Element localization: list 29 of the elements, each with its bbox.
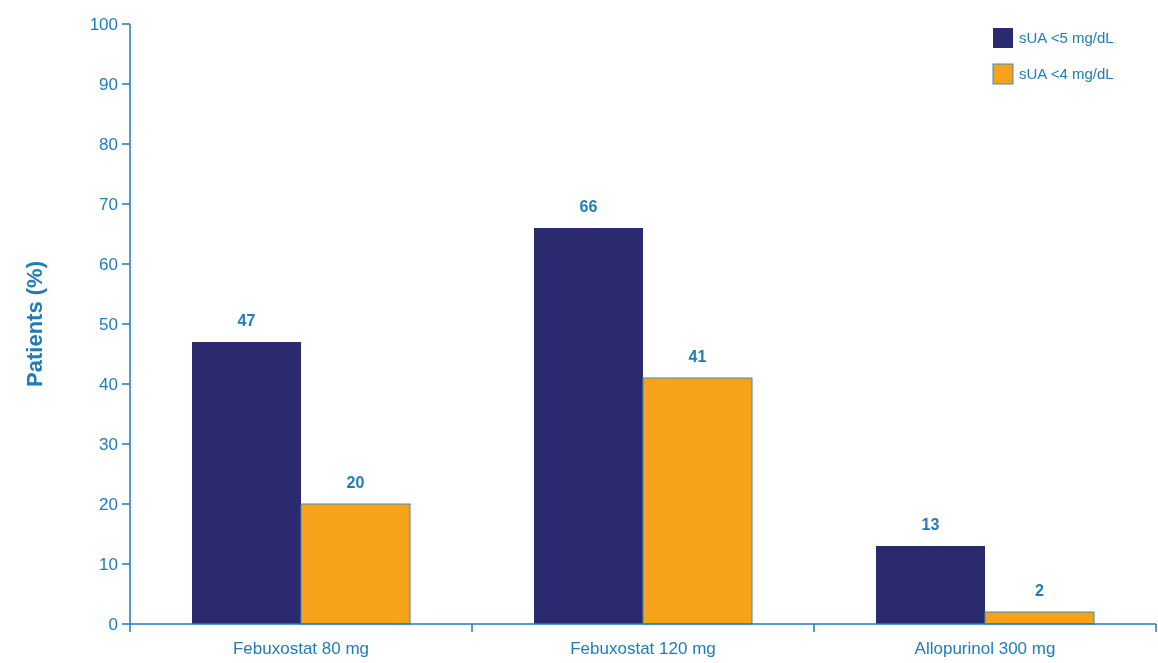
- data-label: 13: [921, 516, 940, 533]
- data-label: 66: [579, 198, 598, 215]
- y-tick-label: 30: [99, 434, 118, 454]
- y-tick-label: 70: [99, 194, 118, 214]
- data-label: 47: [237, 312, 256, 329]
- bar: [642, 377, 753, 625]
- bar: [192, 342, 301, 624]
- y-tick-label: 10: [99, 554, 118, 574]
- bar: [300, 503, 411, 625]
- y-tick-label: 100: [89, 14, 118, 34]
- legend-label: sUA <4 mg/dL: [1019, 65, 1114, 83]
- bar: [876, 546, 985, 624]
- x-tick-label: Febuxostat 120 mg: [570, 639, 716, 658]
- y-axis-title: Patients (%): [22, 261, 47, 387]
- x-tick-label: Allopurinol 300 mg: [914, 639, 1056, 658]
- bar: [534, 228, 643, 624]
- data-label: 41: [688, 348, 707, 365]
- y-tick-label: 40: [99, 374, 118, 394]
- bar: [984, 611, 1095, 625]
- y-tick-label: 50: [99, 314, 118, 334]
- data-label: 20: [346, 474, 365, 491]
- y-tick-label: 80: [99, 134, 118, 154]
- y-tick-label: 90: [99, 74, 118, 94]
- y-tick-label: 60: [99, 254, 118, 274]
- y-tick-label: 0: [108, 614, 118, 634]
- y-tick-label: 20: [99, 494, 118, 514]
- data-label: 2: [1035, 582, 1045, 599]
- x-tick-label: Febuxostat 80 mg: [232, 639, 370, 658]
- legend-label: sUA <5 mg/dL: [1019, 29, 1114, 47]
